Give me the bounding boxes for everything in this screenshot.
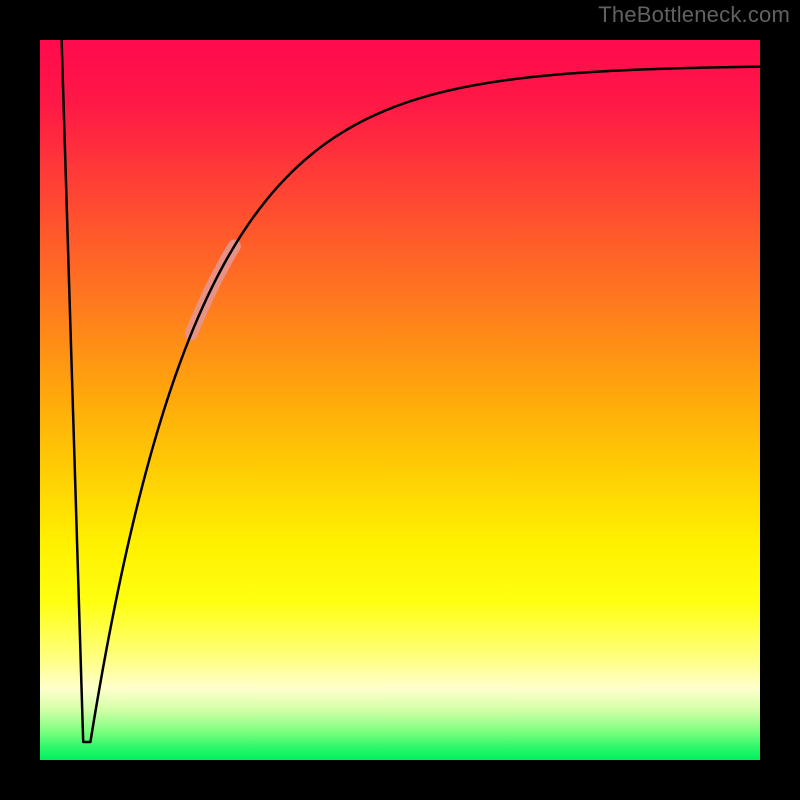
watermark-text: TheBottleneck.com: [598, 2, 790, 28]
chart-background-gradient: [40, 40, 760, 760]
bottleneck-chart: [0, 0, 800, 800]
